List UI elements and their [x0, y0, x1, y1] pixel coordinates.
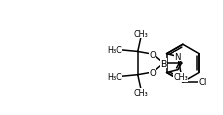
- Text: CH₃: CH₃: [133, 89, 148, 98]
- Text: O: O: [149, 68, 156, 77]
- Text: B: B: [160, 59, 167, 68]
- Text: H₃C: H₃C: [107, 46, 122, 55]
- Text: N: N: [175, 53, 181, 61]
- Text: CH₃: CH₃: [133, 30, 148, 38]
- Text: Cl: Cl: [198, 78, 206, 87]
- Text: CH₃: CH₃: [173, 73, 188, 82]
- Text: O: O: [149, 50, 156, 59]
- Text: H₃C: H₃C: [107, 72, 122, 81]
